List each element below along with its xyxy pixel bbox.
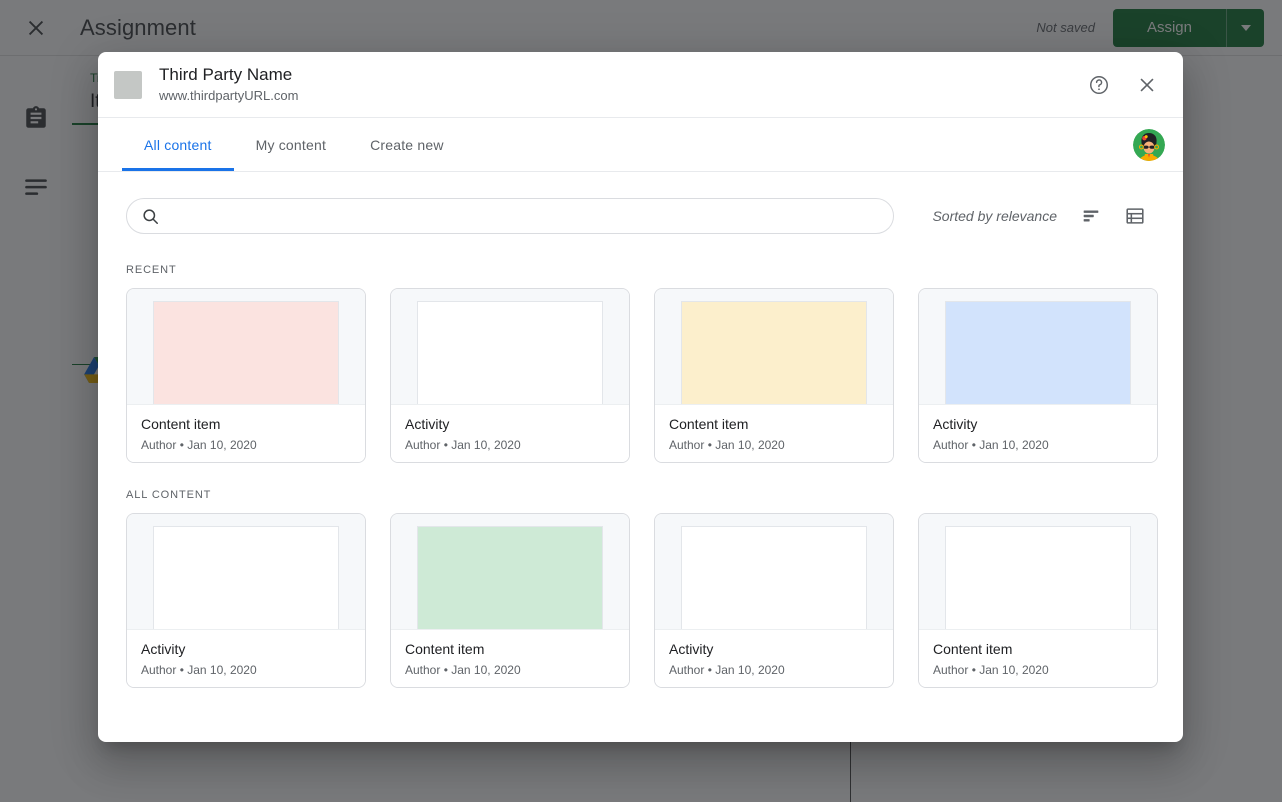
app-name: Third Party Name xyxy=(159,65,293,84)
third-party-picker-dialog: Third Party Name www.thirdpartyURL.com A… xyxy=(98,52,1183,742)
card-date: Jan 10, 2020 xyxy=(187,663,257,677)
card-thumbnail xyxy=(681,301,867,404)
card-author: Author xyxy=(933,438,969,452)
content-card[interactable]: Activity Author • Jan 10, 2020 xyxy=(918,288,1158,463)
dialog-header-text: Third Party Name www.thirdpartyURL.com xyxy=(159,64,298,105)
card-title: Activity xyxy=(669,641,714,657)
card-thumbnail xyxy=(945,301,1131,404)
card-author: Author xyxy=(405,438,441,452)
card-separator: • xyxy=(443,663,448,677)
card-thumbnail-area xyxy=(655,289,893,404)
card-thumbnail xyxy=(417,526,603,629)
card-title: Content item xyxy=(141,416,221,432)
card-author: Author xyxy=(933,663,969,677)
dialog-body: Sorted by relevance xyxy=(98,172,1183,742)
section-label-all-content: ALL CONTENT xyxy=(126,489,212,501)
card-subtitle: Author • Jan 10, 2020 xyxy=(405,662,615,678)
search-box[interactable] xyxy=(126,198,894,234)
card-thumbnail-area xyxy=(919,514,1157,629)
card-thumbnail-area xyxy=(127,289,365,404)
content-card[interactable]: Activity Author • Jan 10, 2020 xyxy=(654,513,894,688)
card-thumbnail xyxy=(153,526,339,629)
card-separator: • xyxy=(443,438,448,452)
card-thumbnail xyxy=(945,526,1131,629)
close-icon[interactable] xyxy=(1129,67,1165,103)
card-title: Activity xyxy=(405,416,450,432)
card-date: Jan 10, 2020 xyxy=(979,438,1049,452)
sorted-by-label: Sorted by relevance xyxy=(932,208,1057,224)
card-date: Jan 10, 2020 xyxy=(979,663,1049,677)
search-input[interactable] xyxy=(170,208,879,224)
card-subtitle: Author • Jan 10, 2020 xyxy=(669,437,879,453)
card-thumbnail xyxy=(417,301,603,404)
card-subtitle: Author • Jan 10, 2020 xyxy=(405,437,615,453)
search-icon xyxy=(141,207,160,226)
card-date: Jan 10, 2020 xyxy=(715,663,785,677)
card-meta: Content item Author • Jan 10, 2020 xyxy=(919,629,1157,687)
section-label-recent: RECENT xyxy=(126,264,177,276)
list-view-icon[interactable] xyxy=(1117,198,1153,234)
card-title: Content item xyxy=(405,641,485,657)
card-thumbnail-area xyxy=(919,289,1157,404)
card-thumbnail xyxy=(153,301,339,404)
recent-card-grid: Content item Author • Jan 10, 2020 Activ… xyxy=(126,288,1158,463)
content-card[interactable]: Content item Author • Jan 10, 2020 xyxy=(918,513,1158,688)
card-meta: Content item Author • Jan 10, 2020 xyxy=(655,404,893,462)
card-title: Content item xyxy=(933,641,1013,657)
content-card[interactable]: Activity Author • Jan 10, 2020 xyxy=(126,513,366,688)
content-card[interactable]: Activity Author • Jan 10, 2020 xyxy=(390,288,630,463)
card-meta: Content item Author • Jan 10, 2020 xyxy=(127,404,365,462)
card-subtitle: Author • Jan 10, 2020 xyxy=(141,437,351,453)
all-content-card-grid: Activity Author • Jan 10, 2020 Content i… xyxy=(126,513,1158,688)
card-author: Author xyxy=(405,663,441,677)
dialog-header: Third Party Name www.thirdpartyURL.com xyxy=(98,52,1183,118)
card-meta: Activity Author • Jan 10, 2020 xyxy=(127,629,365,687)
help-circle-icon[interactable] xyxy=(1081,67,1117,103)
card-meta: Activity Author • Jan 10, 2020 xyxy=(919,404,1157,462)
sort-controls: Sorted by relevance xyxy=(932,198,1155,234)
dialog-header-actions xyxy=(1081,67,1165,103)
card-thumbnail-area xyxy=(391,514,629,629)
content-card[interactable]: Content item Author • Jan 10, 2020 xyxy=(126,288,366,463)
card-meta: Activity Author • Jan 10, 2020 xyxy=(391,404,629,462)
card-thumbnail xyxy=(681,526,867,629)
card-author: Author xyxy=(141,663,177,677)
card-subtitle: Author • Jan 10, 2020 xyxy=(933,437,1143,453)
card-date: Jan 10, 2020 xyxy=(451,663,521,677)
card-subtitle: Author • Jan 10, 2020 xyxy=(141,662,351,678)
card-meta: Content item Author • Jan 10, 2020 xyxy=(391,629,629,687)
tab-my-content[interactable]: My content xyxy=(234,118,348,171)
sort-icon[interactable] xyxy=(1073,198,1109,234)
card-title: Activity xyxy=(141,641,186,657)
card-title: Content item xyxy=(669,416,749,432)
card-thumbnail-area xyxy=(127,514,365,629)
card-author: Author xyxy=(669,663,705,677)
card-separator: • xyxy=(971,438,976,452)
app-url: www.thirdpartyURL.com xyxy=(159,88,299,103)
card-thumbnail-area xyxy=(391,289,629,404)
card-separator: • xyxy=(707,438,712,452)
search-row: Sorted by relevance xyxy=(126,198,1155,234)
card-date: Jan 10, 2020 xyxy=(451,438,521,452)
card-subtitle: Author • Jan 10, 2020 xyxy=(669,662,879,678)
card-title: Activity xyxy=(933,416,978,432)
card-author: Author xyxy=(669,438,705,452)
card-separator: • xyxy=(179,438,184,452)
card-meta: Activity Author • Jan 10, 2020 xyxy=(655,629,893,687)
card-date: Jan 10, 2020 xyxy=(187,438,257,452)
card-subtitle: Author • Jan 10, 2020 xyxy=(933,662,1143,678)
content-card[interactable]: Content item Author • Jan 10, 2020 xyxy=(390,513,630,688)
card-separator: • xyxy=(179,663,184,677)
card-date: Jan 10, 2020 xyxy=(715,438,785,452)
card-separator: • xyxy=(971,663,976,677)
card-separator: • xyxy=(707,663,712,677)
content-card[interactable]: Content item Author • Jan 10, 2020 xyxy=(654,288,894,463)
dialog-tabs: All content My content Create new xyxy=(98,118,1183,172)
tab-all-content[interactable]: All content xyxy=(122,118,234,171)
tab-create-new[interactable]: Create new xyxy=(348,118,466,171)
card-thumbnail-area xyxy=(655,514,893,629)
card-author: Author xyxy=(141,438,177,452)
third-party-app-icon xyxy=(114,70,142,99)
user-avatar[interactable] xyxy=(1133,128,1165,161)
